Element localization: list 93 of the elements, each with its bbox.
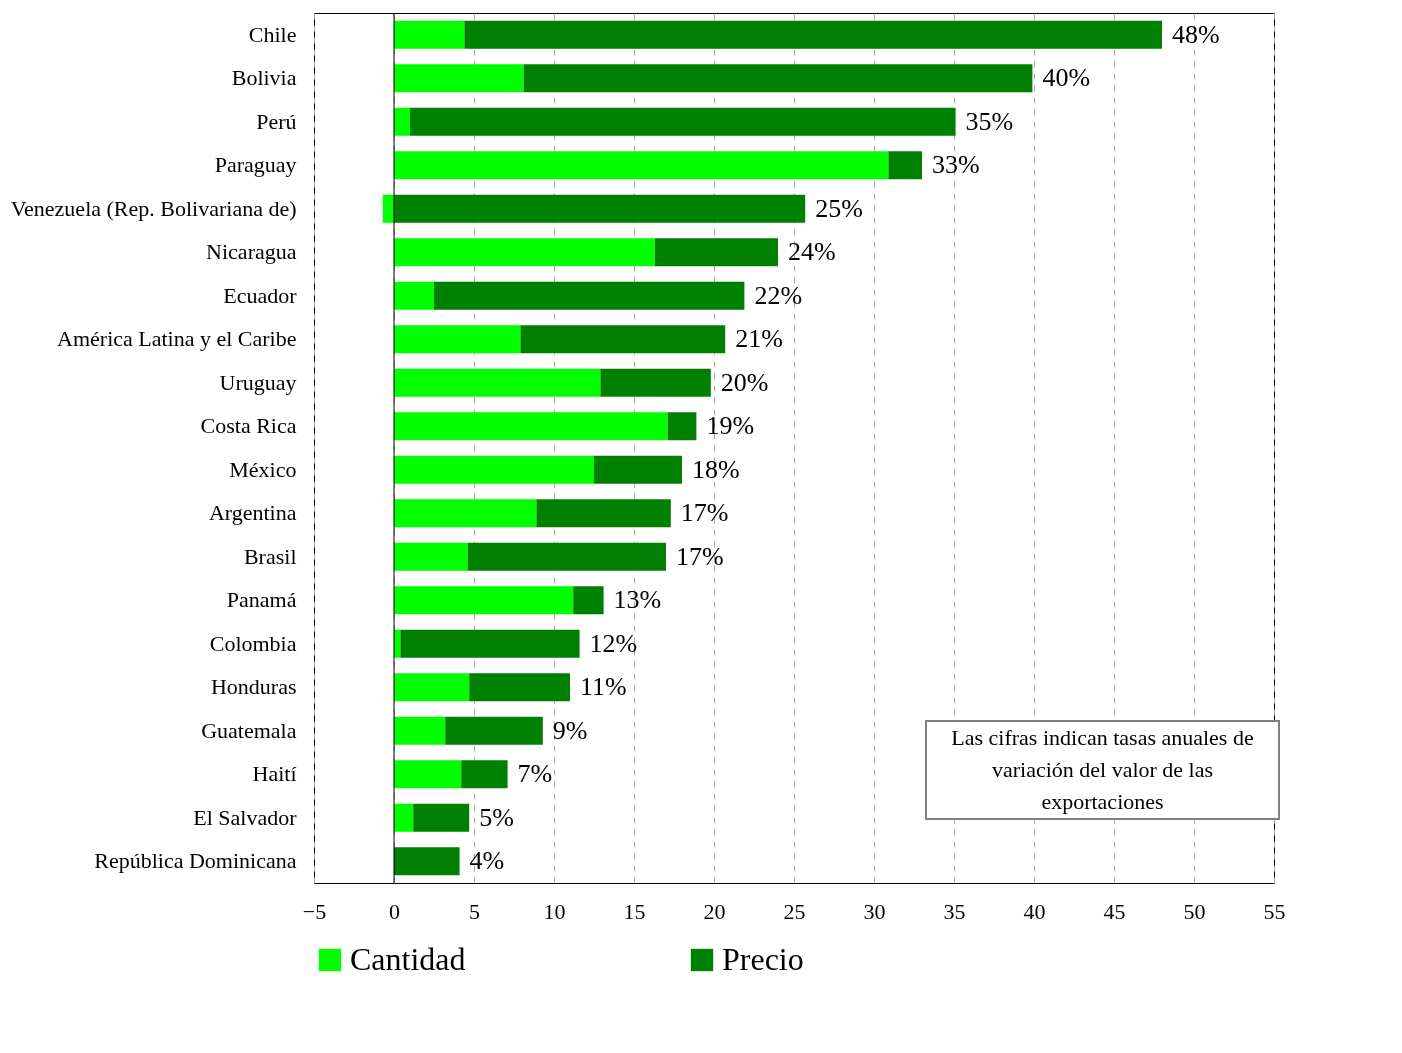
total-label: 9% (552, 715, 588, 745)
bar (394, 194, 806, 223)
bar (594, 455, 682, 484)
y-tick-label: Nicaragua (206, 239, 297, 265)
bar (394, 151, 889, 180)
y-tick-label: Bolivia (231, 65, 297, 91)
y-tick-label: América Latina y el Caribe (57, 326, 297, 352)
bar (394, 716, 446, 745)
total-label: 24% (788, 237, 836, 267)
y-tick-label: Honduras (210, 674, 297, 700)
total-label: 17% (676, 541, 724, 571)
bar (888, 151, 922, 180)
legend-label: Precio (722, 941, 804, 977)
y-tick-label: Argentina (208, 500, 297, 526)
bar (573, 586, 604, 615)
legend-label: Cantidad (350, 941, 466, 977)
bar (394, 760, 462, 789)
y-tick-label: Haití (252, 761, 297, 787)
bar (394, 499, 537, 528)
bar (394, 542, 468, 571)
x-tick-label: 10 (543, 898, 566, 924)
total-label: 20% (720, 367, 769, 397)
bar (434, 281, 745, 310)
bar (394, 281, 434, 310)
total-label: 13% (613, 585, 662, 615)
x-tick-label: 5 (469, 898, 480, 924)
annotation: Las cifras indican tasas anuales de variación del valor de las exportaciones (925, 720, 1280, 820)
bar (600, 368, 711, 397)
bar (520, 325, 726, 354)
x-tick-label: 20 (703, 898, 726, 924)
y-tick-label: Perú (256, 108, 297, 134)
bar (400, 629, 580, 658)
bar (410, 107, 956, 136)
y-tick-label: Venezuela (Rep. Bolivariana de) (10, 195, 297, 221)
y-tick-label: Colombia (209, 630, 297, 656)
bar (667, 412, 697, 441)
total-label: 7% (517, 759, 553, 789)
bar (394, 238, 655, 267)
x-tick-label: 40 (1023, 898, 1046, 924)
y-tick-label: Guatemala (201, 717, 297, 743)
x-tick-label: 50 (1183, 898, 1206, 924)
bar (394, 325, 521, 354)
total-label: 12% (589, 628, 638, 658)
x-tick-label: 15 (623, 898, 646, 924)
bar (394, 412, 668, 441)
y-tick-label: República Dominicana (94, 848, 297, 874)
total-label: 21% (735, 324, 783, 354)
total-label: 40% (1042, 63, 1091, 93)
y-tick-label: Brasil (243, 543, 297, 569)
total-label: 17% (680, 498, 729, 528)
bar (413, 803, 470, 832)
y-tick-label: Costa Rica (200, 413, 297, 439)
total-label: 22% (754, 280, 803, 310)
y-tick-label: El Salvador (193, 804, 298, 830)
bar (461, 760, 508, 789)
x-tick-label: 35 (943, 898, 966, 924)
bar (394, 586, 574, 615)
x-tick-label: 55 (1263, 898, 1286, 924)
x-tick-label: 25 (783, 898, 806, 924)
bar (654, 238, 778, 267)
bar (394, 673, 470, 702)
y-tick-label: Uruguay (219, 369, 297, 395)
total-label: 33% (932, 150, 980, 180)
bar (464, 20, 1162, 49)
bar (536, 499, 671, 528)
bar (445, 716, 543, 745)
bar (394, 368, 601, 397)
bar (394, 847, 460, 876)
total-label: 25% (815, 193, 863, 223)
bar (394, 455, 594, 484)
y-tick-label: México (229, 456, 297, 482)
total-label: 5% (479, 802, 514, 832)
x-tick-label: 0 (389, 898, 400, 924)
y-tick-label: Chile (248, 21, 297, 47)
total-label: 19% (706, 411, 755, 441)
total-label: 48% (1172, 19, 1220, 49)
bar (394, 20, 465, 49)
x-tick-label: 45 (1103, 898, 1126, 924)
bar (523, 64, 1033, 93)
bar (469, 673, 570, 702)
total-label: 11% (580, 672, 627, 702)
bar (394, 107, 410, 136)
bar (467, 542, 666, 571)
y-tick-label: Panamá (226, 587, 297, 613)
x-tick-label: 30 (863, 898, 886, 924)
total-label: 4% (469, 846, 505, 876)
bar (394, 64, 524, 93)
total-label: 35% (965, 106, 1014, 136)
total-label: 18% (692, 454, 740, 484)
x-tick-label: −5 (302, 898, 327, 924)
bar (394, 803, 414, 832)
y-tick-label: Ecuador (223, 282, 298, 308)
y-tick-label: Paraguay (214, 152, 297, 178)
